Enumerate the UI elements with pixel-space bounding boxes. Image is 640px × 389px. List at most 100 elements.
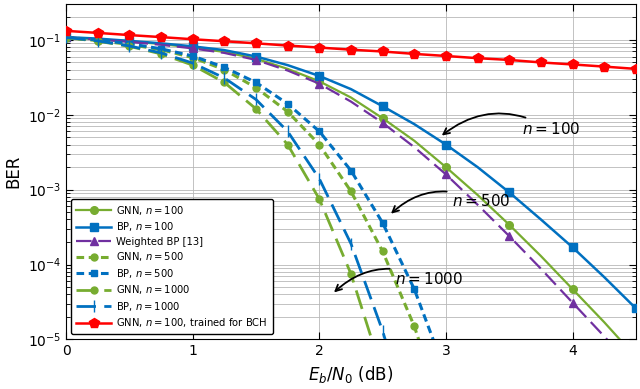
BP, $n = 1000$ — [252, 97, 260, 102]
GNN, $n = 100$ — [537, 254, 545, 258]
GNN, $n = 100$, trained for BCH — [189, 37, 196, 42]
BP, $n = 100$ — [62, 35, 70, 39]
GNN, $n = 100$, trained for BCH — [62, 28, 70, 33]
GNN, $n = 100$ — [506, 223, 513, 227]
BP, $n = 100$ — [537, 217, 545, 222]
BP, $n = 1000$ — [125, 44, 133, 48]
GNN, $n = 500$ — [347, 189, 355, 194]
Text: $n = 500$: $n = 500$ — [392, 191, 511, 212]
GNN, $n = 100$ — [379, 116, 387, 121]
Weighted BP [13] — [442, 172, 450, 177]
GNN, $n = 100$ — [569, 287, 577, 291]
GNN, $n = 100$ — [410, 138, 418, 143]
GNN, $n = 100$ — [94, 37, 102, 42]
GNN, $n = 1000$ — [221, 80, 228, 85]
GNN, $n = 100$ — [347, 95, 355, 100]
BP, $n = 100$ — [474, 165, 481, 170]
BP, $n = 1000$ — [379, 329, 387, 333]
Line: GNN, $n = 100$: GNN, $n = 100$ — [62, 33, 639, 361]
GNN, $n = 100$ — [600, 320, 608, 324]
GNN, $n = 100$ — [474, 193, 481, 197]
GNN, $n = 500$ — [252, 85, 260, 90]
GNN, $n = 500$ — [189, 55, 196, 60]
BP, $n = 500$ — [221, 65, 228, 70]
GNN, $n = 100$ — [157, 42, 165, 46]
GNN, $n = 100$, trained for BCH — [347, 47, 355, 52]
BP, $n = 100$ — [189, 44, 196, 49]
GNN, $n = 1000$ — [157, 52, 165, 56]
GNN, $n = 100$, trained for BCH — [221, 39, 228, 44]
BP, $n = 500$ — [347, 168, 355, 173]
Line: GNN, $n = 1000$: GNN, $n = 1000$ — [63, 34, 418, 389]
GNN, $n = 100$ — [632, 355, 639, 359]
GNN, $n = 100$ — [221, 50, 228, 54]
BP, $n = 100$ — [157, 41, 165, 46]
Line: GNN, $n = 500$: GNN, $n = 500$ — [63, 34, 481, 389]
GNN, $n = 100$, trained for BCH — [410, 52, 418, 56]
Y-axis label: BER: BER — [4, 155, 22, 189]
Weighted BP [13] — [62, 35, 70, 40]
Weighted BP [13] — [410, 145, 418, 149]
GNN, $n = 1000$ — [125, 44, 133, 49]
GNN, $n = 1000$ — [62, 35, 70, 40]
Weighted BP [13] — [221, 51, 228, 55]
BP, $n = 100$ — [506, 190, 513, 195]
GNN, $n = 100$, trained for BCH — [506, 58, 513, 62]
Line: GNN, $n = 100$, trained for BCH: GNN, $n = 100$, trained for BCH — [61, 26, 640, 74]
Weighted BP [13] — [506, 234, 513, 238]
GNN, $n = 1000$ — [316, 197, 323, 202]
BP, $n = 1000$ — [284, 129, 291, 134]
GNN, $n = 500$ — [284, 109, 291, 114]
Weighted BP [13] — [569, 300, 577, 305]
Weighted BP [13] — [252, 58, 260, 62]
GNN, $n = 500$ — [157, 47, 165, 52]
Weighted BP [13] — [125, 40, 133, 44]
Text: $n = 1000$: $n = 1000$ — [335, 269, 463, 291]
Weighted BP [13] — [94, 37, 102, 42]
BP, $n = 100$ — [632, 306, 639, 311]
BP, $n = 100$ — [221, 48, 228, 53]
GNN, $n = 100$ — [125, 39, 133, 44]
BP, $n = 1000$ — [94, 39, 102, 43]
BP, $n = 500$ — [284, 102, 291, 106]
BP, $n = 1000$ — [157, 51, 165, 55]
GNN, $n = 100$ — [284, 67, 291, 71]
GNN, $n = 500$ — [94, 38, 102, 43]
Line: BP, $n = 1000$: BP, $n = 1000$ — [61, 32, 451, 389]
BP, $n = 100$ — [347, 87, 355, 91]
X-axis label: $E_b/N_0$ (dB): $E_b/N_0$ (dB) — [308, 364, 394, 385]
GNN, $n = 100$, trained for BCH — [442, 54, 450, 58]
GNN, $n = 100$, trained for BCH — [125, 33, 133, 37]
GNN, $n = 100$, trained for BCH — [600, 64, 608, 69]
GNN, $n = 100$, trained for BCH — [252, 41, 260, 46]
GNN, $n = 500$ — [379, 249, 387, 254]
Weighted BP [13] — [537, 266, 545, 271]
BP, $n = 500$ — [62, 35, 70, 40]
BP, $n = 1000$ — [316, 176, 323, 181]
GNN, $n = 100$, trained for BCH — [379, 49, 387, 54]
GNN, $n = 500$ — [62, 35, 70, 40]
BP, $n = 500$ — [442, 371, 450, 376]
GNN, $n = 1000$ — [94, 39, 102, 44]
BP, $n = 1000$ — [221, 75, 228, 80]
GNN, $n = 500$ — [410, 324, 418, 329]
BP, $n = 500$ — [252, 80, 260, 85]
GNN, $n = 100$, trained for BCH — [94, 31, 102, 35]
BP, $n = 500$ — [94, 38, 102, 42]
GNN, $n = 1000$ — [347, 272, 355, 276]
GNN, $n = 500$ — [221, 67, 228, 72]
Legend: GNN, $n = 100$, BP, $n = 100$, Weighted BP [13], GNN, $n = 500$, BP, $n = 500$, : GNN, $n = 100$, BP, $n = 100$, Weighted … — [71, 199, 273, 335]
GNN, $n = 100$ — [62, 35, 70, 40]
BP, $n = 100$ — [410, 122, 418, 126]
GNN, $n = 500$ — [125, 42, 133, 47]
Weighted BP [13] — [632, 368, 639, 373]
GNN, $n = 100$ — [442, 165, 450, 170]
Weighted BP [13] — [316, 81, 323, 86]
BP, $n = 100$ — [442, 142, 450, 147]
BP, $n = 500$ — [157, 46, 165, 51]
GNN, $n = 100$, trained for BCH — [316, 45, 323, 50]
BP, $n = 1000$ — [62, 35, 70, 40]
Weighted BP [13] — [600, 334, 608, 339]
Weighted BP [13] — [284, 68, 291, 73]
GNN, $n = 100$ — [252, 56, 260, 61]
